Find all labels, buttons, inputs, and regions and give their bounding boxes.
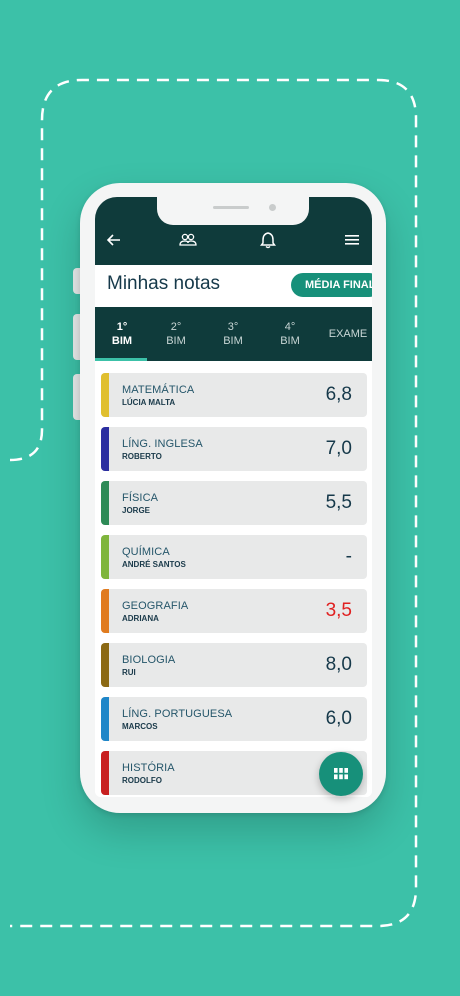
app-screen: Minhas notas MÉDIA FINAL 1° BIM 2° BIM 3… bbox=[95, 197, 372, 797]
media-final-button[interactable]: MÉDIA FINAL bbox=[291, 273, 372, 297]
page-title: Minhas notas bbox=[107, 273, 221, 294]
people-icon[interactable] bbox=[177, 229, 199, 251]
grade-card-matematica[interactable]: MATEMÁTICA LÚCIA MALTA 6,8 bbox=[101, 373, 367, 417]
phone-side-button bbox=[73, 268, 83, 294]
subject-name: FÍSICA bbox=[122, 492, 159, 504]
teacher-name: MARCOS bbox=[122, 722, 158, 731]
tab-label: BIM bbox=[166, 335, 186, 347]
subject-name: LÍNG. INGLESA bbox=[122, 438, 203, 450]
tab-label: BIM bbox=[280, 335, 300, 347]
tab-label: 1° bbox=[116, 321, 128, 333]
tab-1-bim[interactable]: 1° BIM bbox=[95, 307, 149, 361]
grade-value: 3,5 bbox=[325, 600, 352, 621]
subject-color-bar bbox=[101, 697, 109, 741]
subject-name: GEOGRAFIA bbox=[122, 600, 189, 612]
active-tab-indicator bbox=[95, 358, 147, 361]
grade-value: 6,0 bbox=[325, 708, 352, 729]
phone-notch bbox=[157, 197, 309, 225]
grade-card-portugues[interactable]: LÍNG. PORTUGUESA MARCOS 6,0 bbox=[101, 697, 367, 741]
top-bar bbox=[95, 197, 372, 265]
grid-menu-fab[interactable] bbox=[319, 752, 363, 796]
grade-card-quimica[interactable]: QUÍMICA ANDRÉ SANTOS - bbox=[101, 535, 367, 579]
grade-card-biologia[interactable]: BIOLOGIA RUI 8,0 bbox=[101, 643, 367, 687]
subject-name: MATEMÁTICA bbox=[122, 384, 195, 396]
grade-card-fisica[interactable]: FÍSICA JORGE 5,5 bbox=[101, 481, 367, 525]
teacher-name: JORGE bbox=[122, 506, 151, 515]
tab-4-bim[interactable]: 4° BIM bbox=[263, 307, 317, 361]
camera bbox=[269, 204, 276, 211]
teacher-name: ANDRÉ SANTOS bbox=[122, 560, 186, 569]
subject-color-bar bbox=[101, 481, 109, 525]
tab-label: 2° bbox=[170, 321, 182, 333]
teacher-name: LÚCIA MALTA bbox=[122, 398, 176, 407]
subject-color-bar bbox=[101, 535, 109, 579]
tab-label: BIM bbox=[223, 335, 243, 347]
subject-color-bar bbox=[101, 589, 109, 633]
subject-name: QUÍMICA bbox=[122, 546, 170, 558]
speaker bbox=[213, 206, 249, 209]
grade-value: 5,5 bbox=[325, 492, 352, 513]
teacher-name: ROBERTO bbox=[122, 452, 162, 461]
bimester-tabs: 1° BIM 2° BIM 3° BIM 4° BIM EXAME bbox=[95, 307, 372, 361]
teacher-name: ADRIANA bbox=[122, 614, 159, 623]
phone-side-button bbox=[73, 314, 83, 360]
subject-name: BIOLOGIA bbox=[122, 654, 176, 666]
grades-list: MATEMÁTICA LÚCIA MALTA 6,8 LÍNG. INGLESA… bbox=[95, 361, 372, 797]
subject-name: HISTÓRIA bbox=[122, 762, 175, 774]
grade-value: - bbox=[345, 546, 352, 567]
back-arrow-icon[interactable] bbox=[103, 229, 125, 251]
subject-name: LÍNG. PORTUGUESA bbox=[122, 708, 233, 720]
teacher-name: RODOLFO bbox=[122, 776, 162, 785]
subject-color-bar bbox=[101, 427, 109, 471]
tab-2-bim[interactable]: 2° BIM bbox=[149, 307, 203, 361]
menu-icon[interactable] bbox=[341, 229, 363, 251]
subject-color-bar bbox=[101, 751, 109, 795]
title-row: Minhas notas MÉDIA FINAL bbox=[95, 265, 372, 307]
grade-card-historia[interactable]: HISTÓRIA RODOLFO bbox=[101, 751, 367, 795]
grade-card-geografia[interactable]: GEOGRAFIA ADRIANA 3,5 bbox=[101, 589, 367, 633]
tab-label: BIM bbox=[111, 335, 133, 347]
teacher-name: RUI bbox=[122, 668, 136, 677]
subject-color-bar bbox=[101, 643, 109, 687]
grade-value: 6,8 bbox=[325, 384, 352, 405]
bell-icon[interactable] bbox=[257, 229, 279, 251]
tab-3-bim[interactable]: 3° BIM bbox=[206, 307, 260, 361]
tab-exame[interactable]: EXAME bbox=[318, 307, 372, 361]
tab-label: 4° bbox=[284, 321, 296, 333]
grid-icon bbox=[334, 768, 348, 780]
grade-card-ingles[interactable]: LÍNG. INGLESA ROBERTO 7,0 bbox=[101, 427, 367, 471]
phone-side-button bbox=[73, 374, 83, 420]
tab-label: 3° bbox=[227, 321, 239, 333]
grade-value: 7,0 bbox=[325, 438, 352, 459]
grade-value: 8,0 bbox=[325, 654, 352, 675]
tab-label: EXAME bbox=[328, 328, 368, 340]
subject-color-bar bbox=[101, 373, 109, 417]
